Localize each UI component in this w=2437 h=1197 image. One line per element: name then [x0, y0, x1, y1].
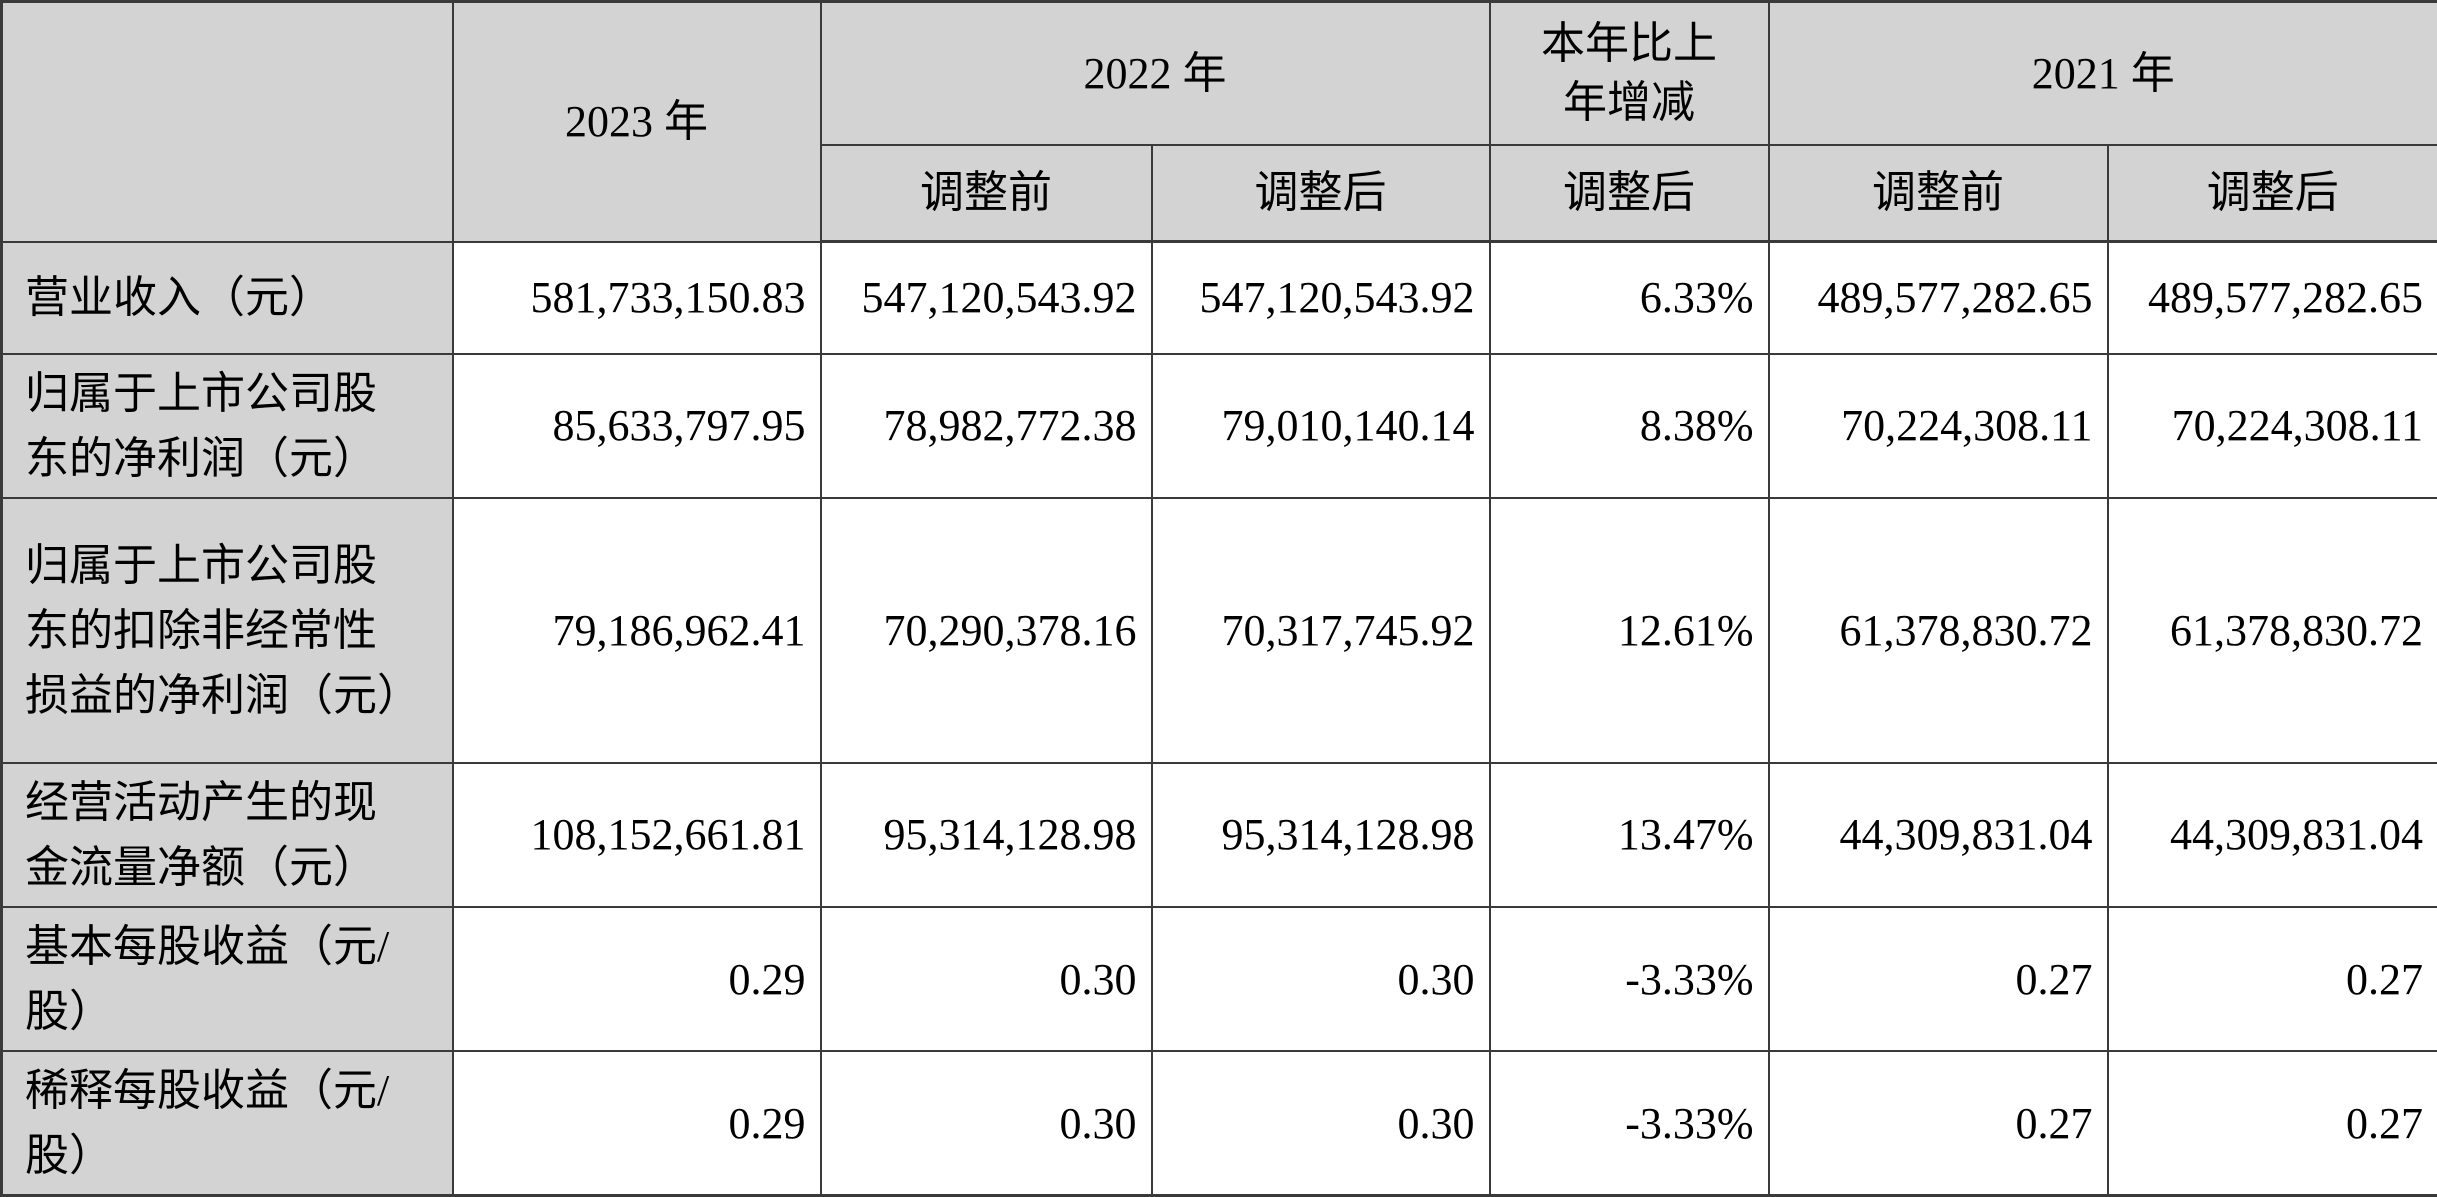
value-2021-before: 44,309,831.04	[1769, 763, 2108, 907]
financial-table-container: 2023 年 2022 年 本年比上年增减 2021 年 调整前 调整后 调整后…	[0, 0, 2437, 1169]
value-2021-before: 0.27	[1769, 907, 2108, 1051]
value-2021-before: 61,378,830.72	[1769, 498, 2108, 763]
value-2022-before: 547,120,543.92	[821, 242, 1152, 354]
header-yoy-change: 本年比上年增减	[1490, 2, 1769, 145]
value-2022-after: 0.30	[1152, 1051, 1490, 1196]
value-change: 8.38%	[1490, 354, 1769, 498]
value-2022-after: 95,314,128.98	[1152, 763, 1490, 907]
value-2022-before: 70,290,378.16	[821, 498, 1152, 763]
header-corner-cell	[2, 2, 453, 242]
header-yoy-change-line2: 年增减	[1563, 78, 1695, 127]
row-label: 营业收入（元）	[2, 242, 453, 354]
value-2023: 0.29	[453, 907, 821, 1051]
header-2022-adjust-after: 调整后	[1152, 145, 1490, 242]
value-2023: 581,733,150.83	[453, 242, 821, 354]
value-2022-before: 0.30	[821, 907, 1152, 1051]
value-2023: 0.29	[453, 1051, 821, 1196]
header-2021-adjust-after: 调整后	[2108, 145, 2437, 242]
value-change: 12.61%	[1490, 498, 1769, 763]
table-row-operating-cash-flow: 经营活动产生的现金流量净额（元） 108,152,661.81 95,314,1…	[2, 763, 2437, 907]
row-label: 经营活动产生的现金流量净额（元）	[2, 763, 453, 907]
value-change: 6.33%	[1490, 242, 1769, 354]
header-year-2022: 2022 年	[821, 2, 1490, 145]
value-2021-after: 0.27	[2108, 907, 2437, 1051]
value-2021-after: 70,224,308.11	[2108, 354, 2437, 498]
table-row-operating-revenue: 营业收入（元） 581,733,150.83 547,120,543.92 54…	[2, 242, 2437, 354]
value-change: -3.33%	[1490, 1051, 1769, 1196]
header-yoy-change-line1: 本年比上	[1541, 19, 1717, 68]
value-2022-before: 78,982,772.38	[821, 354, 1152, 498]
value-2022-after: 79,010,140.14	[1152, 354, 1490, 498]
header-2022-adjust-before: 调整前	[821, 145, 1152, 242]
value-2022-before: 0.30	[821, 1051, 1152, 1196]
value-2021-before: 0.27	[1769, 1051, 2108, 1196]
value-2021-after: 489,577,282.65	[2108, 242, 2437, 354]
value-2021-after: 44,309,831.04	[2108, 763, 2437, 907]
value-2023: 79,186,962.41	[453, 498, 821, 763]
value-2022-before: 95,314,128.98	[821, 763, 1152, 907]
row-label: 归属于上市公司股东的净利润（元）	[2, 354, 453, 498]
value-2023: 108,152,661.81	[453, 763, 821, 907]
value-2022-after: 0.30	[1152, 907, 1490, 1051]
value-2021-before: 70,224,308.11	[1769, 354, 2108, 498]
row-label: 归属于上市公司股东的扣除非经常性损益的净利润（元）	[2, 498, 453, 763]
header-2021-adjust-before: 调整前	[1769, 145, 2108, 242]
header-year-2023: 2023 年	[453, 2, 821, 242]
header-year-2021: 2021 年	[1769, 2, 2437, 145]
header-change-adjust-after: 调整后	[1490, 145, 1769, 242]
value-change: 13.47%	[1490, 763, 1769, 907]
row-label: 基本每股收益（元/股）	[2, 907, 453, 1051]
value-change: -3.33%	[1490, 907, 1769, 1051]
value-2021-after: 0.27	[2108, 1051, 2437, 1196]
value-2023: 85,633,797.95	[453, 354, 821, 498]
table-row-basic-eps: 基本每股收益（元/股） 0.29 0.30 0.30 -3.33% 0.27 0…	[2, 907, 2437, 1051]
value-2021-after: 61,378,830.72	[2108, 498, 2437, 763]
table-row-net-profit-excl-nonrecurring: 归属于上市公司股东的扣除非经常性损益的净利润（元） 79,186,962.41 …	[2, 498, 2437, 763]
row-label: 稀释每股收益（元/股）	[2, 1051, 453, 1196]
value-2022-after: 70,317,745.92	[1152, 498, 1490, 763]
value-2021-before: 489,577,282.65	[1769, 242, 2108, 354]
header-row-years: 2023 年 2022 年 本年比上年增减 2021 年	[2, 2, 2437, 145]
value-2022-after: 547,120,543.92	[1152, 242, 1490, 354]
table-row-diluted-eps: 稀释每股收益（元/股） 0.29 0.30 0.30 -3.33% 0.27 0…	[2, 1051, 2437, 1196]
table-row-net-profit: 归属于上市公司股东的净利润（元） 85,633,797.95 78,982,77…	[2, 354, 2437, 498]
